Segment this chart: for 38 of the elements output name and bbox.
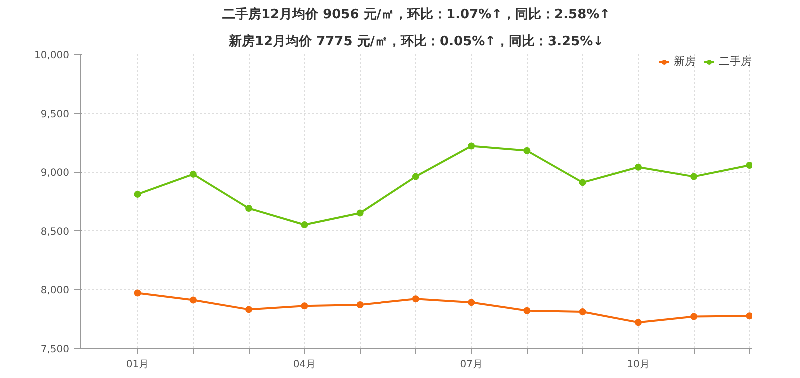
y-tick-label: 8,500 [40, 226, 70, 238]
y-tick-label: 9,500 [40, 109, 70, 120]
y-tick-label: 8,000 [40, 286, 70, 297]
point [301, 302, 308, 310]
point [746, 312, 752, 320]
point [190, 296, 197, 304]
point [356, 301, 364, 308]
point [690, 173, 698, 180]
point [468, 142, 476, 150]
point [301, 222, 308, 229]
point [356, 210, 364, 217]
point [134, 290, 142, 297]
legend-label: 二手房 [719, 54, 752, 69]
point [412, 173, 420, 180]
point [746, 162, 752, 170]
point [134, 190, 142, 198]
x-tick-label: 07月 [460, 360, 483, 370]
point [246, 306, 253, 314]
point [634, 319, 642, 326]
legend-label: 新房 [674, 54, 696, 69]
point [190, 170, 197, 178]
y-tick-label: 9,000 [40, 168, 70, 180]
point [468, 299, 476, 306]
point [412, 296, 420, 303]
chart-title: 二手房12月均价 9056 元/㎡，环比：1.07%↑，同比：2.58%↑ [222, 6, 611, 22]
y-tick-label: 7,500 [40, 344, 70, 356]
point [690, 313, 698, 320]
x-tick-label: 10月 [627, 360, 650, 370]
point [579, 308, 586, 316]
point [246, 205, 253, 212]
point [579, 179, 586, 186]
x-tick-label: 04月 [293, 360, 316, 370]
point [524, 307, 531, 314]
point [524, 147, 531, 154]
x-tick-label: 01月 [126, 360, 150, 370]
chart-subtitle: 新房12月均价 7775 元/㎡，环比：0.05%↑，同比：3.25%↓ [228, 34, 604, 50]
y-tick-label: 10,000 [34, 50, 70, 62]
point [634, 164, 642, 171]
